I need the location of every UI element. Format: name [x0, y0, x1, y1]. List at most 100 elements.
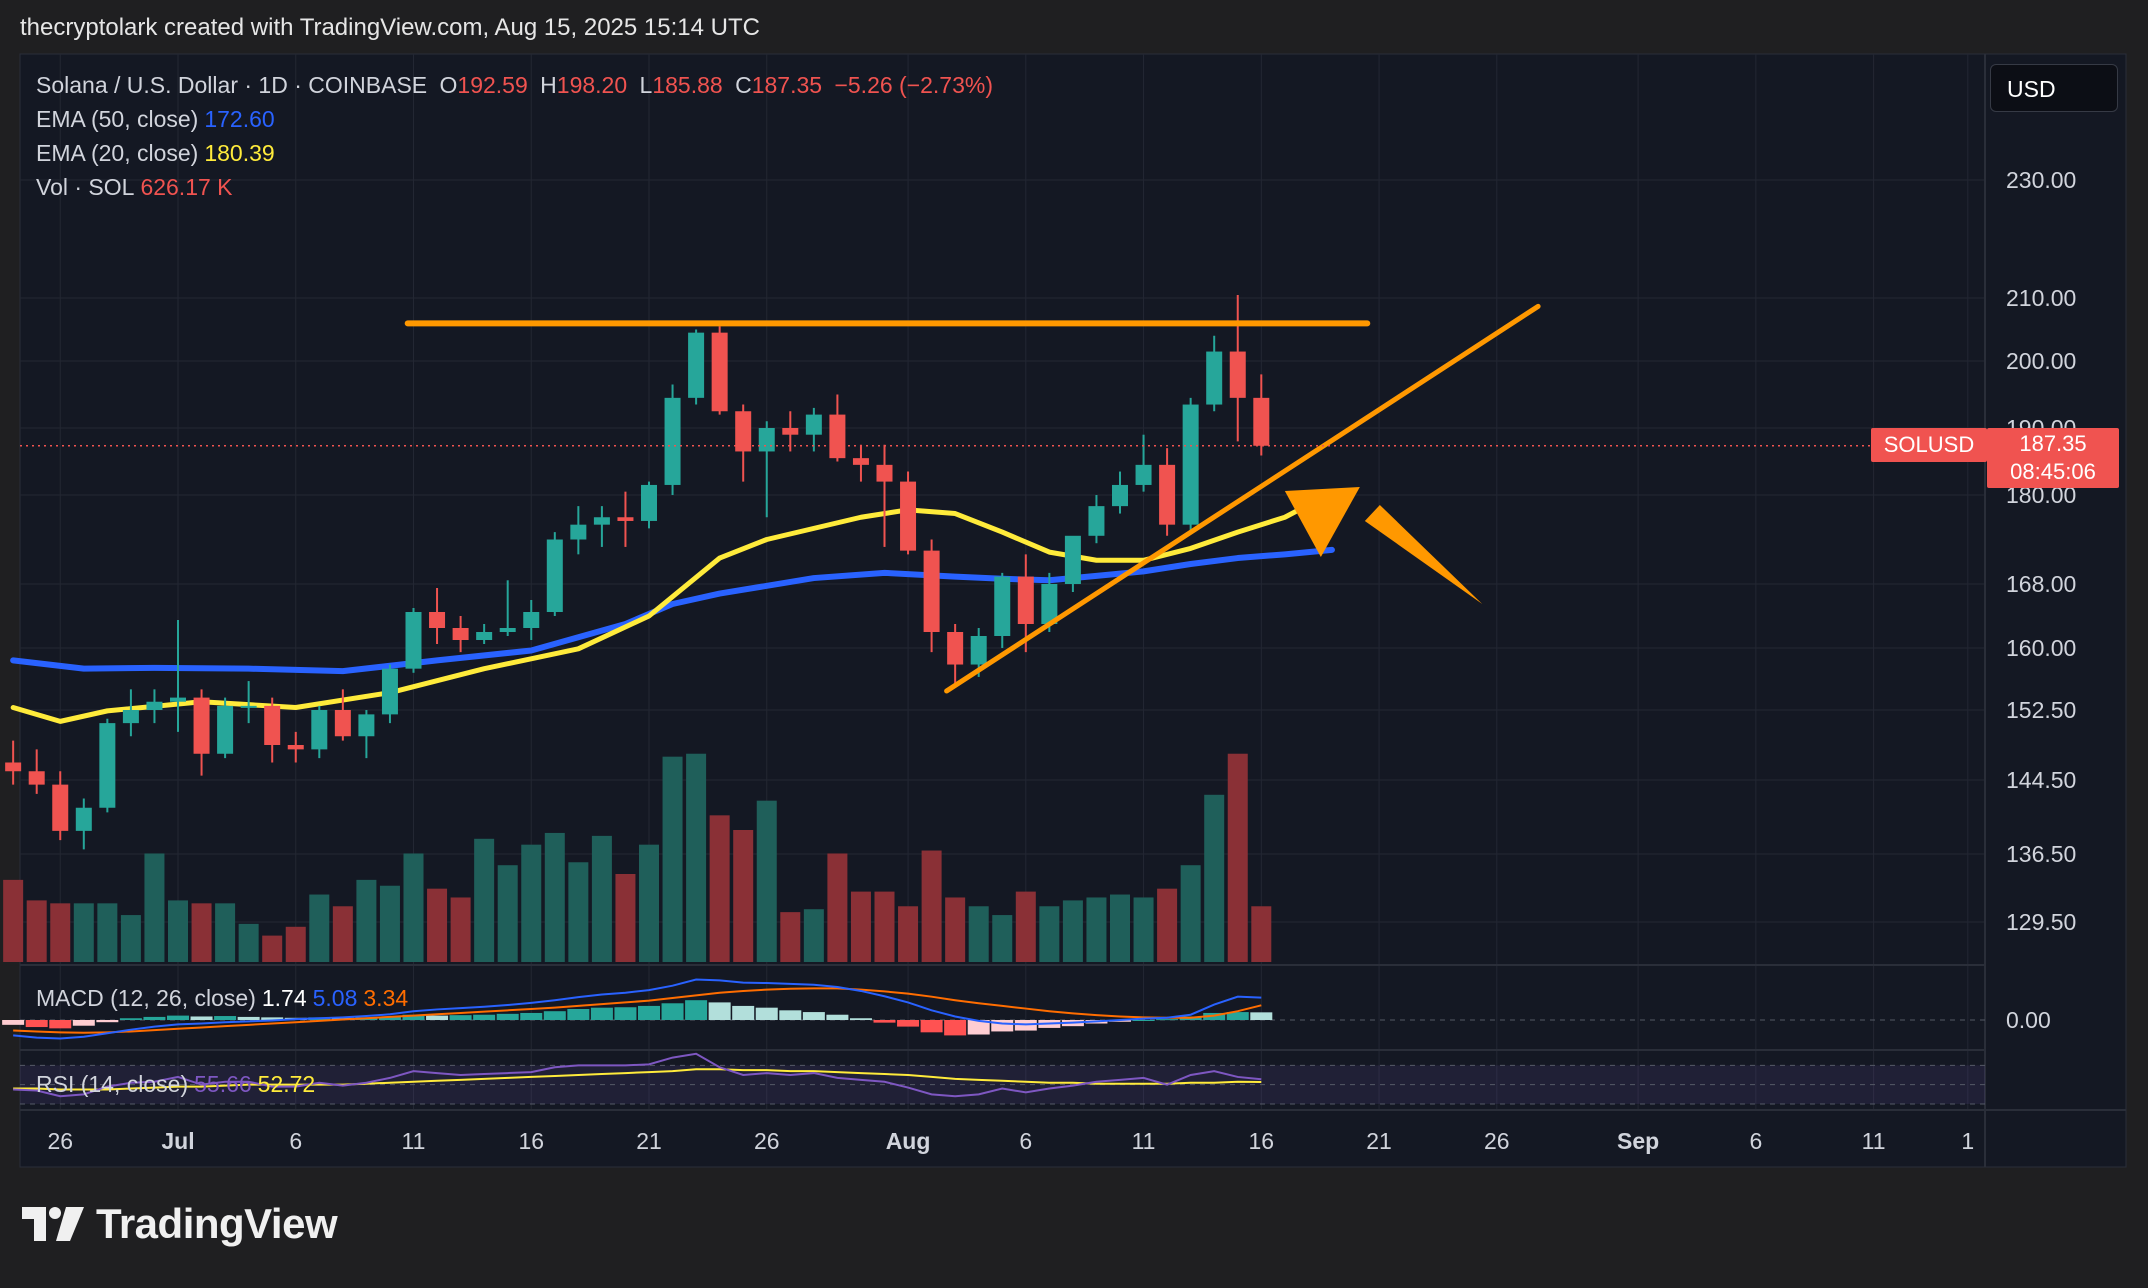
bar-countdown: 08:45:06 — [2010, 459, 2096, 484]
candle-body — [122, 710, 139, 724]
price-tick-label: 144.50 — [2006, 767, 2076, 793]
candle-body — [75, 807, 92, 831]
price-tick-label: 200.00 — [2006, 348, 2076, 374]
candle-body — [311, 710, 328, 750]
candle-body — [805, 414, 822, 435]
macd-signal-value: 3.34 — [363, 985, 409, 1011]
legend-ohlc: Solana / U.S. Dollar · 1D · COINBASE O19… — [36, 72, 999, 99]
candle-body — [1206, 351, 1223, 405]
legend-macd[interactable]: MACD (12, 26, close) 1.74 5.08 3.34 — [36, 985, 414, 1012]
candle-body — [499, 628, 516, 632]
ema20-label: EMA (20, close) — [36, 140, 199, 166]
time-tick-label: 11 — [1862, 1128, 1886, 1154]
currency-button[interactable]: USD — [1990, 64, 2118, 112]
macd-hist-bar — [378, 1016, 401, 1020]
tradingview-logo[interactable]: TradingView — [22, 1200, 338, 1248]
volume-bar — [356, 879, 377, 962]
time-tick-label: 21 — [636, 1128, 662, 1154]
macd-hist-bar — [214, 1016, 237, 1020]
volume-bar — [544, 832, 565, 962]
candle-body — [381, 668, 398, 715]
macd-hist-bar — [261, 1017, 284, 1020]
candle-body — [217, 705, 234, 754]
macd-line-value: 5.08 — [312, 985, 358, 1011]
candle-body — [193, 697, 210, 754]
rsi-value: 55.66 — [194, 1071, 252, 1097]
price-tick-label: 129.50 — [2006, 909, 2076, 935]
candle-body — [1253, 397, 1270, 446]
macd-hist-bar — [991, 1020, 1014, 1032]
macd-hist-bar — [779, 1010, 802, 1020]
macd-hist-bar — [567, 1009, 590, 1020]
volume-bar — [733, 830, 754, 962]
volume-bar — [591, 835, 612, 962]
time-tick-label: 26 — [47, 1128, 73, 1154]
volume-bar — [521, 844, 542, 962]
volume-bars — [3, 753, 1272, 962]
volume-bar — [191, 903, 212, 962]
legend-low: 185.88 — [652, 72, 723, 98]
candle-body — [405, 612, 422, 669]
macd-hist-bar — [190, 1016, 213, 1020]
rsi-ma-line — [13, 1068, 1262, 1091]
volume-bar — [120, 915, 141, 962]
macd-hist-bar — [167, 1015, 189, 1020]
macd-hist-bar — [237, 1016, 260, 1020]
volume-bar — [1133, 897, 1154, 962]
candle-body — [28, 771, 45, 785]
candle-body — [617, 517, 634, 521]
volume-bar — [992, 915, 1013, 962]
candle-body — [146, 701, 163, 710]
volume-bar — [379, 885, 400, 962]
macd-hist-bar — [708, 1002, 731, 1020]
candle-body — [994, 576, 1011, 636]
macd-hist-bar — [661, 1003, 684, 1020]
price-axis: 230.00210.00200.00190.00180.00168.00160.… — [2006, 167, 2076, 1033]
volume-bar — [827, 853, 848, 962]
volume-bar — [1180, 865, 1201, 962]
macd-hist-bar — [119, 1018, 142, 1020]
volume-bar — [921, 850, 942, 962]
volume-label: Vol · SOL — [36, 174, 135, 200]
legend-ema20[interactable]: EMA (20, close) 180.39 — [36, 140, 281, 167]
legend-high: 198.20 — [556, 72, 628, 98]
time-tick-label: 21 — [1366, 1128, 1392, 1154]
macd-hist-bar — [426, 1015, 449, 1020]
candle-body — [852, 458, 869, 465]
last-price-tag: 187.35 08:45:06 — [1987, 428, 2119, 488]
time-tick-label: Jul — [161, 1128, 194, 1154]
legend-open: 192.59 — [457, 72, 528, 98]
volume-bar — [1039, 906, 1060, 962]
candle-body — [735, 411, 752, 452]
arrow-shaft — [1364, 504, 1483, 604]
volume-bar — [1086, 897, 1107, 962]
rsi-line — [13, 1052, 1262, 1098]
macd-hist-bar — [755, 1007, 778, 1020]
legend-volume[interactable]: Vol · SOL 626.17 K — [36, 174, 239, 201]
ema20-value: 180.39 — [204, 140, 275, 166]
rsi-label: RSI (14, close) — [36, 1071, 189, 1097]
macd-hist-bar — [944, 1020, 967, 1036]
macd-hist-bar — [614, 1007, 637, 1020]
legend-ema50[interactable]: EMA (50, close) 172.60 — [36, 106, 281, 133]
candle-body — [688, 332, 705, 398]
legend-symbol[interactable]: Solana / U.S. Dollar · 1D · COINBASE — [36, 72, 428, 98]
rsi-ma-value: 52.72 — [257, 1071, 316, 1097]
annotations — [20, 303, 1985, 694]
time-axis: 26 Jul 6 11 16 21 26 Aug 6 11 16 21 26 Sep 6 11 1 — [47, 1128, 1974, 1154]
macd-hist-bar — [449, 1015, 472, 1020]
legend-rsi[interactable]: RSI (14, close) 55.66 52.72 — [36, 1071, 321, 1098]
volume-bar — [215, 903, 236, 962]
candle-body — [546, 539, 563, 612]
volume-bar — [97, 903, 118, 962]
volume-bar — [709, 815, 730, 962]
volume-bar — [332, 906, 353, 962]
time-tick-label: 11 — [1132, 1128, 1156, 1154]
candle-body — [1088, 506, 1105, 536]
volume-bar — [615, 874, 636, 962]
macd-hist-bar — [1250, 1012, 1273, 1020]
macd-pane — [2, 978, 1985, 1040]
candles — [5, 295, 1270, 850]
time-tick-label: 1 — [1961, 1128, 1974, 1154]
